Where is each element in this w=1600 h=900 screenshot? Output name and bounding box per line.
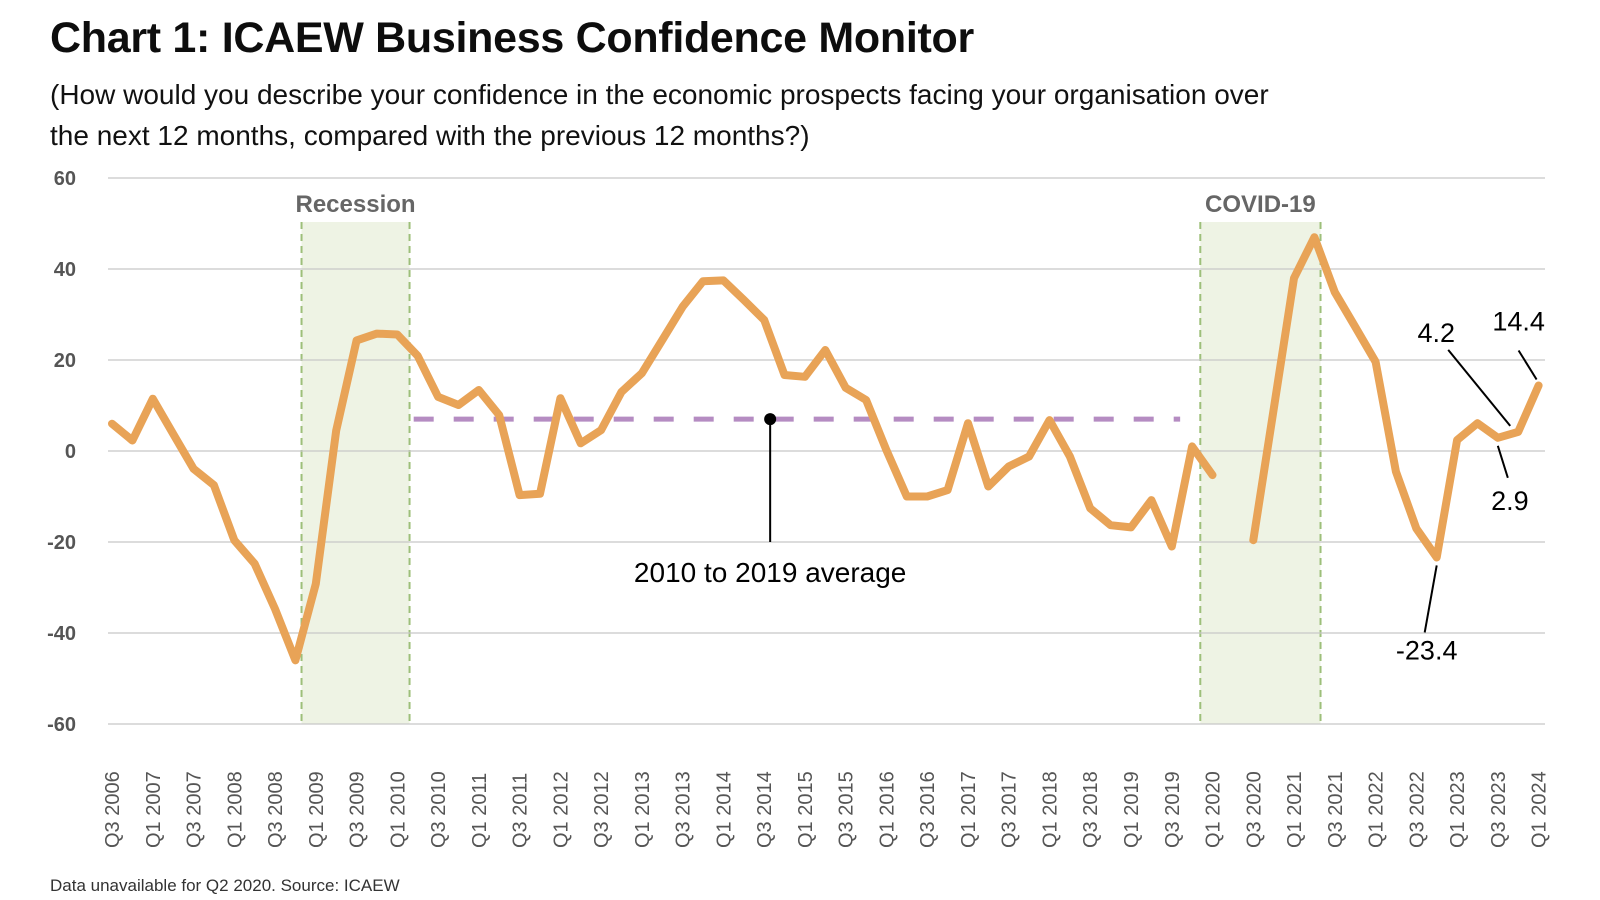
x-tick-label: Q1 2018 bbox=[1039, 771, 1061, 848]
x-tick-label: Q3 2019 bbox=[1162, 771, 1184, 848]
x-tick-label: Q1 2009 bbox=[306, 771, 328, 848]
source-note: Data unavailable for Q2 2020. Source: IC… bbox=[50, 876, 400, 895]
x-tick-label: Q3 2018 bbox=[1080, 771, 1102, 848]
band-label: Recession bbox=[296, 191, 416, 218]
y-tick-label: 20 bbox=[54, 350, 76, 372]
x-tick-label: Q1 2010 bbox=[387, 771, 409, 848]
x-tick-label: Q3 2021 bbox=[1325, 771, 1347, 848]
x-tick-label: Q3 2014 bbox=[754, 771, 776, 848]
x-tick-label: Q1 2007 bbox=[143, 771, 165, 848]
x-tick-label: Q3 2011 bbox=[510, 773, 532, 848]
x-tick-label: Q1 2020 bbox=[1203, 771, 1225, 848]
chart-subtitle: (How would you describe your confidence … bbox=[50, 79, 1269, 151]
x-tick-label: Q1 2023 bbox=[1447, 771, 1469, 848]
annotation-label: 4.2 bbox=[1417, 318, 1455, 348]
annotation-leader bbox=[1517, 349, 1538, 381]
chart-title: Chart 1: ICAEW Business Confidence Monit… bbox=[50, 14, 974, 62]
x-tick-label: Q1 2022 bbox=[1366, 771, 1388, 848]
x-tick-label: Q1 2021 bbox=[1284, 771, 1306, 848]
annotation-label: 14.4 bbox=[1492, 306, 1545, 336]
value-annotations: -23.4 2.9 4.2 14.4 bbox=[1396, 306, 1545, 665]
shaded-band-recession bbox=[301, 222, 410, 724]
y-axis-ticks: 60 40 20 0 -20 -40 -60 bbox=[47, 168, 76, 736]
band-label: COVID-19 bbox=[1205, 191, 1316, 218]
x-tick-label: Q3 2012 bbox=[591, 771, 613, 848]
x-tick-label: Q1 2014 bbox=[713, 771, 735, 848]
x-tick-label: Q3 2010 bbox=[428, 771, 450, 848]
x-tick-label: Q1 2015 bbox=[795, 771, 817, 848]
x-tick-label: Q3 2008 bbox=[265, 771, 287, 848]
annotation-leader bbox=[1447, 349, 1511, 427]
average-label: 2010 to 2019 average bbox=[634, 557, 906, 588]
average-marker-dot bbox=[764, 413, 777, 426]
shaded-periods: Recession COVID-19 bbox=[296, 191, 1322, 724]
x-tick-label: Q3 2017 bbox=[999, 771, 1021, 848]
annotation-label: 2.9 bbox=[1491, 486, 1529, 516]
x-tick-label: Q3 2006 bbox=[102, 771, 124, 848]
y-tick-label: -20 bbox=[47, 532, 76, 554]
annotation-label: -23.4 bbox=[1396, 635, 1458, 665]
x-axis-ticks: Q3 2006 Q1 2007 Q3 2007 Q1 2008 Q3 2008 Q1 20… bbox=[102, 771, 1551, 848]
y-tick-label: -60 bbox=[47, 714, 76, 736]
series-line-segment bbox=[108, 276, 1217, 665]
x-tick-label: Q1 2024 bbox=[1529, 771, 1551, 848]
y-tick-label: 40 bbox=[54, 259, 76, 281]
x-tick-label: Q3 2013 bbox=[673, 771, 695, 848]
average-reference: 2010 to 2019 average bbox=[413, 413, 1181, 588]
x-tick-label: Q1 2008 bbox=[224, 771, 246, 848]
annotation-leader bbox=[1423, 565, 1438, 633]
x-tick-label: Q1 2017 bbox=[958, 771, 980, 848]
x-tick-label: Q3 2020 bbox=[1243, 771, 1265, 848]
x-tick-label: Q1 2016 bbox=[876, 771, 898, 848]
x-tick-label: Q1 2013 bbox=[632, 771, 654, 848]
gridlines bbox=[108, 177, 1545, 725]
y-tick-label: 60 bbox=[54, 168, 76, 190]
x-tick-label: Q1 2019 bbox=[1121, 771, 1143, 848]
x-tick-label: Q3 2023 bbox=[1488, 771, 1510, 848]
x-tick-label: Q3 2015 bbox=[836, 771, 858, 848]
annotation-leader bbox=[1496, 445, 1509, 479]
x-tick-label: Q3 2022 bbox=[1406, 771, 1428, 848]
series-line bbox=[108, 233, 1543, 665]
x-tick-label: Q1 2012 bbox=[550, 771, 572, 848]
y-tick-label: -40 bbox=[47, 623, 76, 645]
y-tick-label: 0 bbox=[65, 441, 76, 463]
x-tick-label: Q3 2016 bbox=[917, 771, 939, 848]
x-tick-label: Q3 2009 bbox=[347, 771, 369, 848]
x-tick-label: Q3 2007 bbox=[184, 771, 206, 848]
x-tick-label: Q1 2011 bbox=[469, 773, 491, 848]
